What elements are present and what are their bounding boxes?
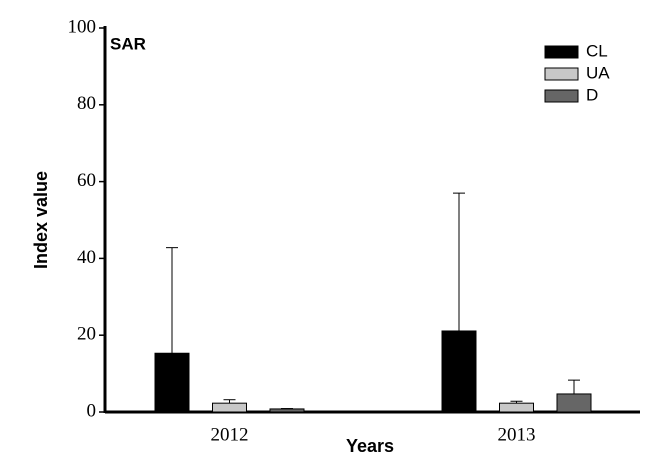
bar xyxy=(154,352,190,413)
y-axis-label: Index value xyxy=(31,171,51,269)
y-tick-label: 20 xyxy=(77,324,96,345)
y-tick-label: 0 xyxy=(87,400,97,421)
bar xyxy=(441,330,477,413)
bar xyxy=(556,393,592,413)
bar xyxy=(269,408,305,413)
x-tick-label: 2012 xyxy=(211,424,249,445)
legend-label: CL xyxy=(586,41,608,60)
legend-label: D xyxy=(586,85,598,104)
annotation: SAR xyxy=(110,34,146,53)
x-axis-label: Years xyxy=(346,436,394,456)
y-tick-label: 60 xyxy=(77,170,96,191)
legend-swatch xyxy=(544,89,579,103)
y-tick-label: 40 xyxy=(77,247,96,268)
legend-swatch xyxy=(544,67,579,81)
x-tick-label: 2013 xyxy=(498,424,536,445)
legend-label: UA xyxy=(586,63,610,82)
legend-swatch xyxy=(544,45,579,59)
bar xyxy=(499,402,534,413)
y-tick-label: 80 xyxy=(77,93,96,114)
y-tick-label: 100 xyxy=(68,16,97,37)
bar xyxy=(212,402,247,413)
